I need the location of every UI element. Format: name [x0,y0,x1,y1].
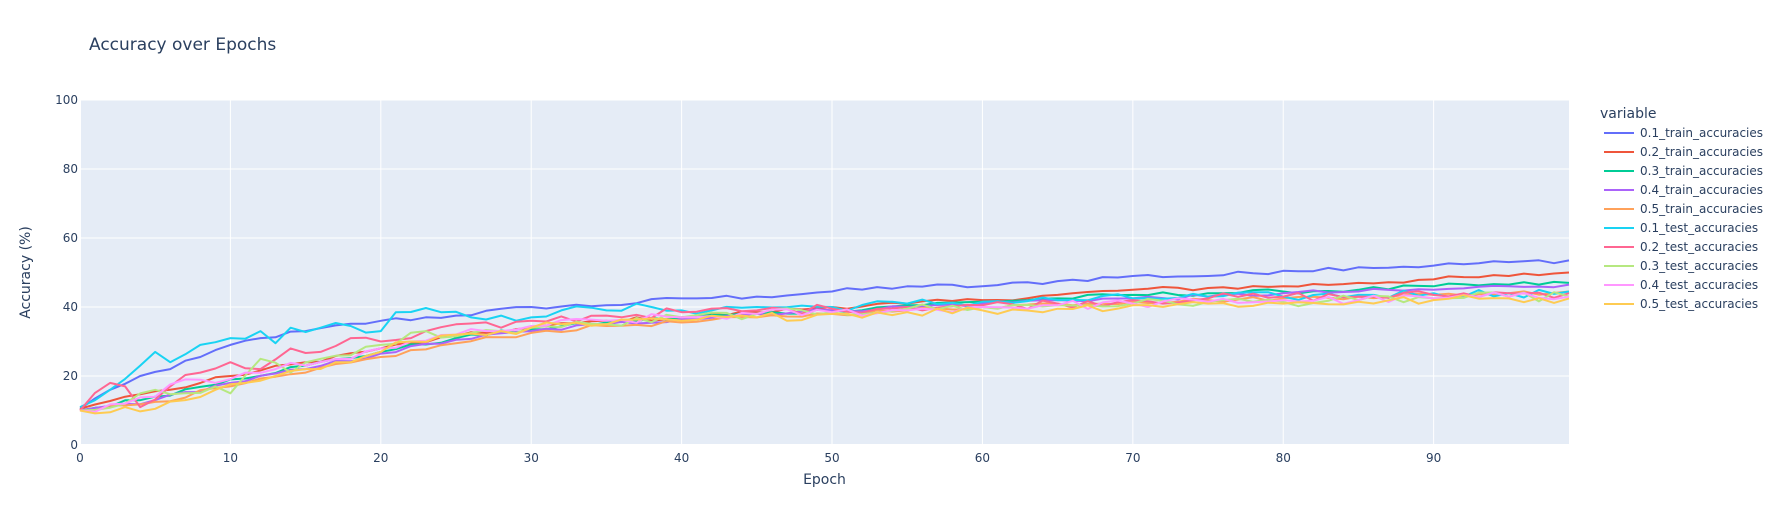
legend-title: variable [1600,106,1656,122]
series-line-0.5_test_accuracies [79,294,1570,415]
legend-entry: 0.2_train_accuracies [1640,145,1763,159]
x-tick-label: 20 [373,451,388,465]
y-tick-label: 40 [63,300,78,314]
legend-entry: 0.5_test_accuracies [1640,297,1758,311]
plot-area [80,100,1569,445]
y-axis-label: Accuracy (%) [18,226,34,319]
x-tick-label: 60 [975,451,990,465]
y-tick-label: 100 [55,93,78,107]
legend-entry: 0.1_train_accuracies [1640,126,1763,140]
legend-entry: 0.1_test_accuracies [1640,221,1758,235]
legend-entry: 0.3_test_accuracies [1640,259,1758,273]
y-tick-label: 80 [63,162,78,176]
chart-title: Accuracy over Epochs [89,35,276,55]
x-axis-label: Epoch [803,472,846,488]
x-tick-label: 0 [76,451,84,465]
legend-entry: 0.4_train_accuracies [1640,183,1763,197]
x-tick-label: 80 [1276,451,1291,465]
legend-entry: 0.3_train_accuracies [1640,164,1763,178]
x-tick-label: 10 [223,451,238,465]
x-axis: 0 10 20 30 40 50 60 70 80 90 [76,451,1441,465]
series-line-0.4_test_accuracies [79,291,1570,413]
x-tick-label: 50 [824,451,839,465]
x-tick-label: 90 [1426,451,1441,465]
x-tick-label: 70 [1125,451,1140,465]
legend: variable 0.1_train_accuracies 0.2_train_a… [1600,106,1763,311]
x-tick-label: 30 [524,451,539,465]
y-axis: 0 20 40 60 80 100 [55,93,78,452]
series-lines [79,259,1570,415]
series-line-0.2_test_accuracies [79,290,1570,412]
legend-entry: 0.4_test_accuracies [1640,278,1758,292]
x-tick-label: 40 [674,451,689,465]
series-line-0.4_train_accuracies [79,283,1570,412]
y-tick-label: 0 [70,438,78,452]
legend-entry: 0.5_train_accuracies [1640,202,1763,216]
series-line-0.1_train_accuracies [79,259,1570,410]
grid-lines [79,99,1569,446]
y-tick-label: 60 [63,231,78,245]
legend-entry: 0.2_test_accuracies [1640,240,1758,254]
y-tick-label: 20 [63,369,78,383]
